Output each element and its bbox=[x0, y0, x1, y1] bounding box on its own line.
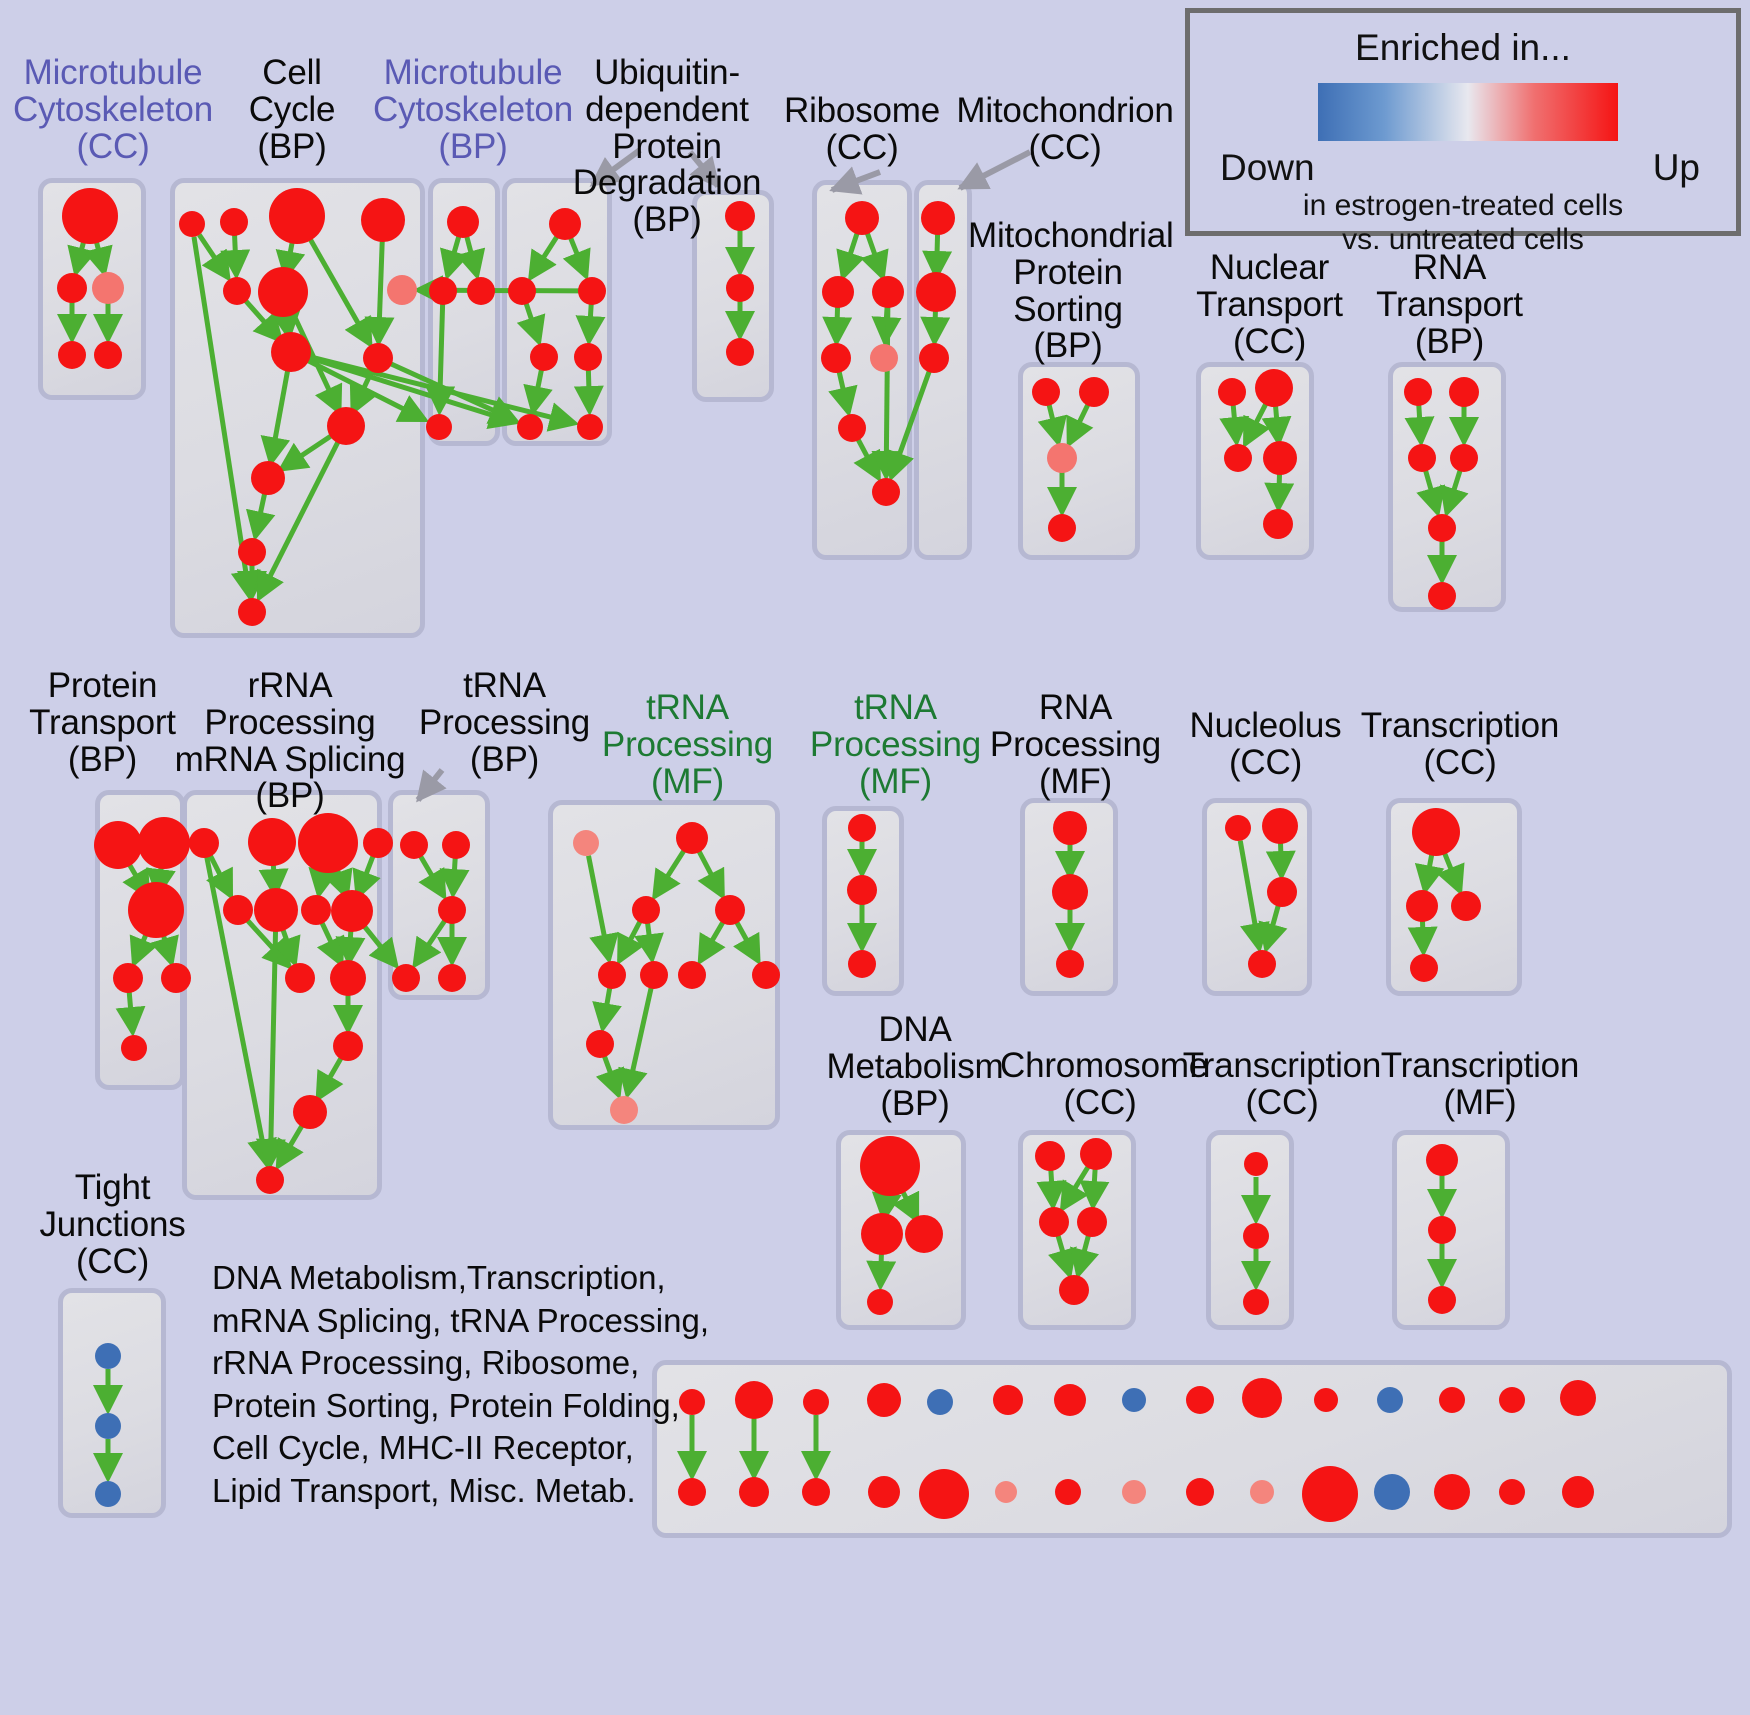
cluster-label: Ribosome (CC) bbox=[784, 91, 940, 167]
panel-rrna-mrna-splicing-bp bbox=[182, 790, 382, 1200]
panel-tight-junctions-cc bbox=[58, 1288, 166, 1518]
cluster-label: rRNA Processing mRNA Splicing (BP) bbox=[174, 666, 406, 816]
panel-ribosome-cc bbox=[812, 180, 912, 560]
cluster-label: Transcription (CC) bbox=[1360, 706, 1560, 782]
panel-trna-processing-mf-small bbox=[822, 806, 904, 996]
cluster-label: Microtubule Cytoskeleton (BP) bbox=[373, 53, 573, 166]
cluster-label: tRNA Processing (BP) bbox=[418, 666, 591, 779]
cluster-label: Chromosome (CC) bbox=[1000, 1046, 1209, 1122]
panel-nucleolus-cc bbox=[1202, 798, 1312, 996]
panel-rna-processing-mf bbox=[1020, 798, 1118, 996]
panel-transcription-cc bbox=[1386, 798, 1522, 996]
cluster-label: Ubiquitin- dependent Protein Degradation… bbox=[572, 53, 762, 239]
cluster-label: Tight Junctions (CC) bbox=[39, 1168, 186, 1281]
cluster-label: DNA Metabolism (BP) bbox=[826, 1010, 1004, 1123]
panel-misc-wide-panel bbox=[652, 1360, 1732, 1538]
cluster-label: Cell Cycle (BP) bbox=[248, 53, 336, 166]
legend-subtitle-line2: vs. untreated cells bbox=[1342, 223, 1584, 256]
cluster-label: Transcription (MF) bbox=[1380, 1046, 1580, 1122]
panel-mitochondrial-protein-sorting-bp bbox=[1018, 362, 1140, 560]
cluster-label: RNA Transport (BP) bbox=[1376, 248, 1523, 361]
panel-trna-processing-bp bbox=[388, 790, 490, 1000]
panel-transcription-cc-2 bbox=[1206, 1130, 1294, 1330]
cluster-label: tRNA Processing (MF) bbox=[809, 688, 982, 801]
cluster-label: Transcription (CC) bbox=[1182, 1046, 1382, 1122]
cluster-label: Nuclear Transport (CC) bbox=[1196, 248, 1343, 361]
legend-box: Enriched in... Down Up in estrogen-treat… bbox=[1185, 8, 1741, 256]
panel-protein-transport-bp bbox=[95, 790, 185, 1090]
cluster-label: Nucleolus (CC) bbox=[1189, 706, 1342, 782]
misc-category-note: DNA Metabolism,Transcription, mRNA Splic… bbox=[212, 1259, 710, 1509]
panel-mitochondrion-cc bbox=[914, 180, 972, 560]
legend-low-label: Down bbox=[1220, 147, 1315, 188]
panel-dna-metabolism-bp bbox=[836, 1130, 966, 1330]
cluster-label: Microtubule Cytoskeleton (CC) bbox=[13, 53, 213, 166]
panel-rna-transport-bp bbox=[1388, 362, 1506, 612]
legend-subtitle-line1: in estrogen-treated cells bbox=[1302, 189, 1624, 222]
cluster-label: Protein Transport (BP) bbox=[29, 666, 176, 779]
panel-microtubule-cytoskeleton-bp bbox=[428, 178, 500, 446]
panel-chromosome-cc bbox=[1018, 1130, 1136, 1330]
legend-title: Enriched in... bbox=[1355, 27, 1571, 68]
panel-cell-cycle-bp bbox=[170, 178, 425, 638]
cluster-label: Mitochondrion (CC) bbox=[956, 91, 1174, 167]
panel-microtubule-cytoskeleton-cc bbox=[38, 178, 146, 400]
legend-color-gradient bbox=[1318, 83, 1618, 141]
panel-transcription-mf bbox=[1392, 1130, 1510, 1330]
panel-nuclear-transport-cc bbox=[1196, 362, 1314, 560]
cluster-label: Mitochondrial Protein Sorting (BP) bbox=[968, 216, 1174, 366]
cluster-label: RNA Processing (MF) bbox=[989, 688, 1162, 801]
legend-high-label: Up bbox=[1652, 147, 1700, 188]
cluster-label: tRNA Processing (MF) bbox=[601, 688, 774, 801]
panel-trna-processing-mf-large bbox=[548, 800, 780, 1130]
